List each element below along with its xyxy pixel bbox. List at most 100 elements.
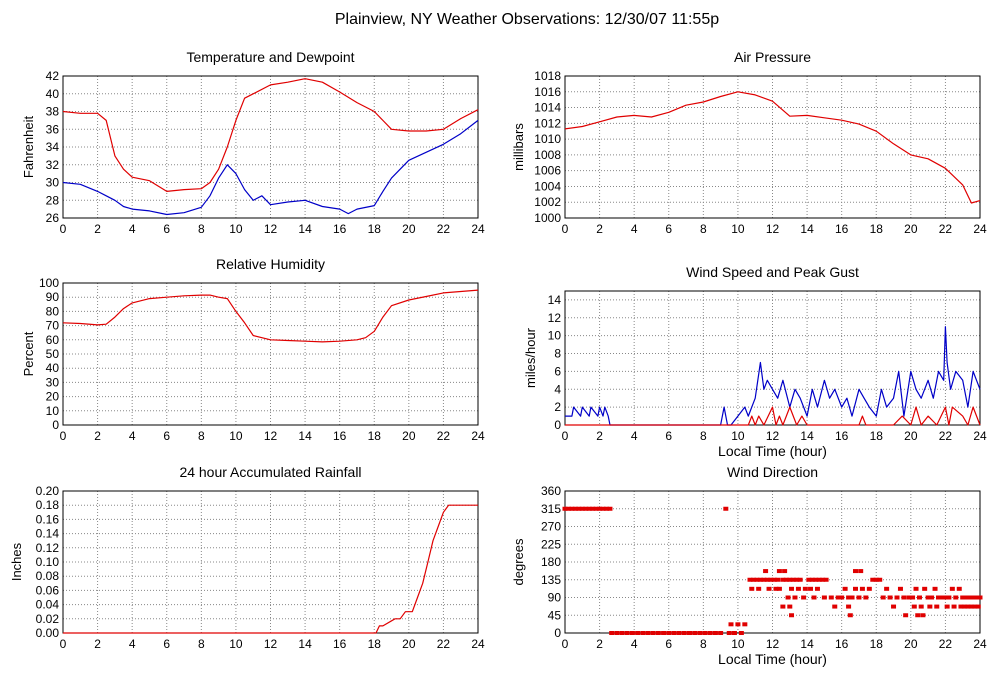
data-point: [809, 577, 815, 582]
x-tick-label: 16: [835, 637, 849, 651]
y-tick-label: 1000: [534, 211, 561, 225]
data-point: [597, 506, 603, 511]
y-tick-label: 26: [46, 211, 60, 225]
x-tick-label: 24: [973, 222, 987, 236]
data-point: [731, 631, 737, 635]
series-line-1: [564, 91, 981, 204]
data-point: [776, 586, 782, 591]
chart-title: Wind Speed and Peak Gust: [686, 264, 859, 280]
data-point: [842, 586, 848, 591]
data-point: [880, 595, 886, 600]
data-point: [911, 604, 917, 609]
x-tick-label: 24: [471, 637, 485, 651]
data-point: [956, 586, 962, 591]
y-tick-label: 225: [541, 537, 561, 551]
data-point: [671, 631, 677, 635]
x-tick-label: 14: [298, 222, 312, 236]
data-point: [963, 595, 969, 600]
data-point: [629, 631, 635, 635]
data-point: [922, 586, 928, 591]
x-tick-label: 12: [264, 222, 278, 236]
data-point: [946, 595, 952, 600]
data-point: [787, 577, 793, 582]
data-point: [820, 577, 826, 582]
x-tick-label: 16: [333, 637, 347, 651]
x-tick-label: 18: [870, 637, 884, 651]
y-axis-label: Fahrenheit: [21, 116, 36, 179]
data-point: [916, 595, 922, 600]
data-point: [761, 577, 767, 582]
x-tick-label: 8: [198, 637, 205, 651]
data-point: [749, 586, 755, 591]
y-tick-label: 20: [46, 390, 60, 404]
data-point: [624, 631, 630, 635]
y-tick-label: 1014: [534, 101, 561, 115]
data-point: [609, 631, 615, 635]
x-tick-label: 2: [94, 637, 101, 651]
chart-title: Air Pressure: [734, 49, 811, 65]
data-point: [846, 595, 852, 600]
x-tick-label: 8: [700, 429, 707, 443]
y-tick-label: 40: [46, 361, 60, 375]
data-point: [813, 577, 819, 582]
data-point: [607, 506, 613, 511]
data-point: [949, 586, 955, 591]
data-point: [903, 613, 909, 618]
x-tick-label: 6: [665, 222, 672, 236]
series-line-1: [63, 504, 478, 634]
data-point: [968, 604, 974, 609]
data-point: [894, 595, 900, 600]
x-tick-label: 14: [298, 637, 312, 651]
data-point: [780, 577, 786, 582]
x-tick-label: 20: [402, 429, 416, 443]
x-tick-label: 8: [700, 637, 707, 651]
x-tick-label: 0: [60, 222, 67, 236]
data-point: [846, 604, 852, 609]
data-point: [787, 604, 793, 609]
y-axis-label: millibars: [511, 123, 526, 171]
x-tick-label: 22: [939, 637, 953, 651]
series-line-1: [62, 78, 479, 192]
data-point: [942, 595, 948, 600]
data-point: [802, 586, 808, 591]
series-line-1: [62, 289, 479, 343]
data-point: [806, 577, 812, 582]
data-point: [776, 569, 782, 574]
data-point: [975, 604, 981, 609]
y-tick-label: 12: [548, 311, 562, 325]
y-tick-label: 14: [548, 293, 562, 307]
y-tick-label: 50: [46, 347, 60, 361]
x-tick-label: 20: [402, 222, 416, 236]
air-pressure-chart: 0 2 4 6 8 10 12 14 16 18 20 22 241000100210041006100…: [511, 49, 987, 236]
y-tick-label: 0.14: [36, 527, 60, 541]
y-tick-label: 0: [554, 626, 561, 640]
x-tick-label: 22: [437, 222, 451, 236]
plot-frame: [564, 290, 981, 426]
x-tick-label: 12: [766, 222, 780, 236]
data-point: [853, 569, 858, 574]
y-tick-label: 10: [46, 404, 60, 418]
y-tick-label: 0.20: [36, 484, 60, 498]
data-point: [970, 595, 976, 600]
y-tick-label: 1006: [534, 164, 561, 178]
x-tick-label: 14: [800, 222, 814, 236]
data-point: [906, 595, 912, 600]
x-tick-label: 24: [471, 429, 485, 443]
y-tick-label: 0.16: [36, 512, 60, 526]
x-tick-label: 10: [229, 637, 243, 651]
x-tick-label: 16: [835, 222, 849, 236]
y-tick-label: 28: [46, 193, 60, 207]
y-tick-label: 100: [39, 276, 59, 290]
data-point: [835, 595, 841, 600]
y-tick-label: 0: [554, 418, 561, 432]
x-tick-label: 14: [800, 637, 814, 651]
x-tick-label: 20: [904, 222, 918, 236]
data-point: [823, 577, 829, 582]
data-point: [929, 595, 935, 600]
y-tick-label: 80: [46, 304, 60, 318]
plot-frame: [564, 75, 981, 219]
x-tick-label: 16: [333, 222, 347, 236]
y-tick-label: 2: [554, 400, 561, 414]
